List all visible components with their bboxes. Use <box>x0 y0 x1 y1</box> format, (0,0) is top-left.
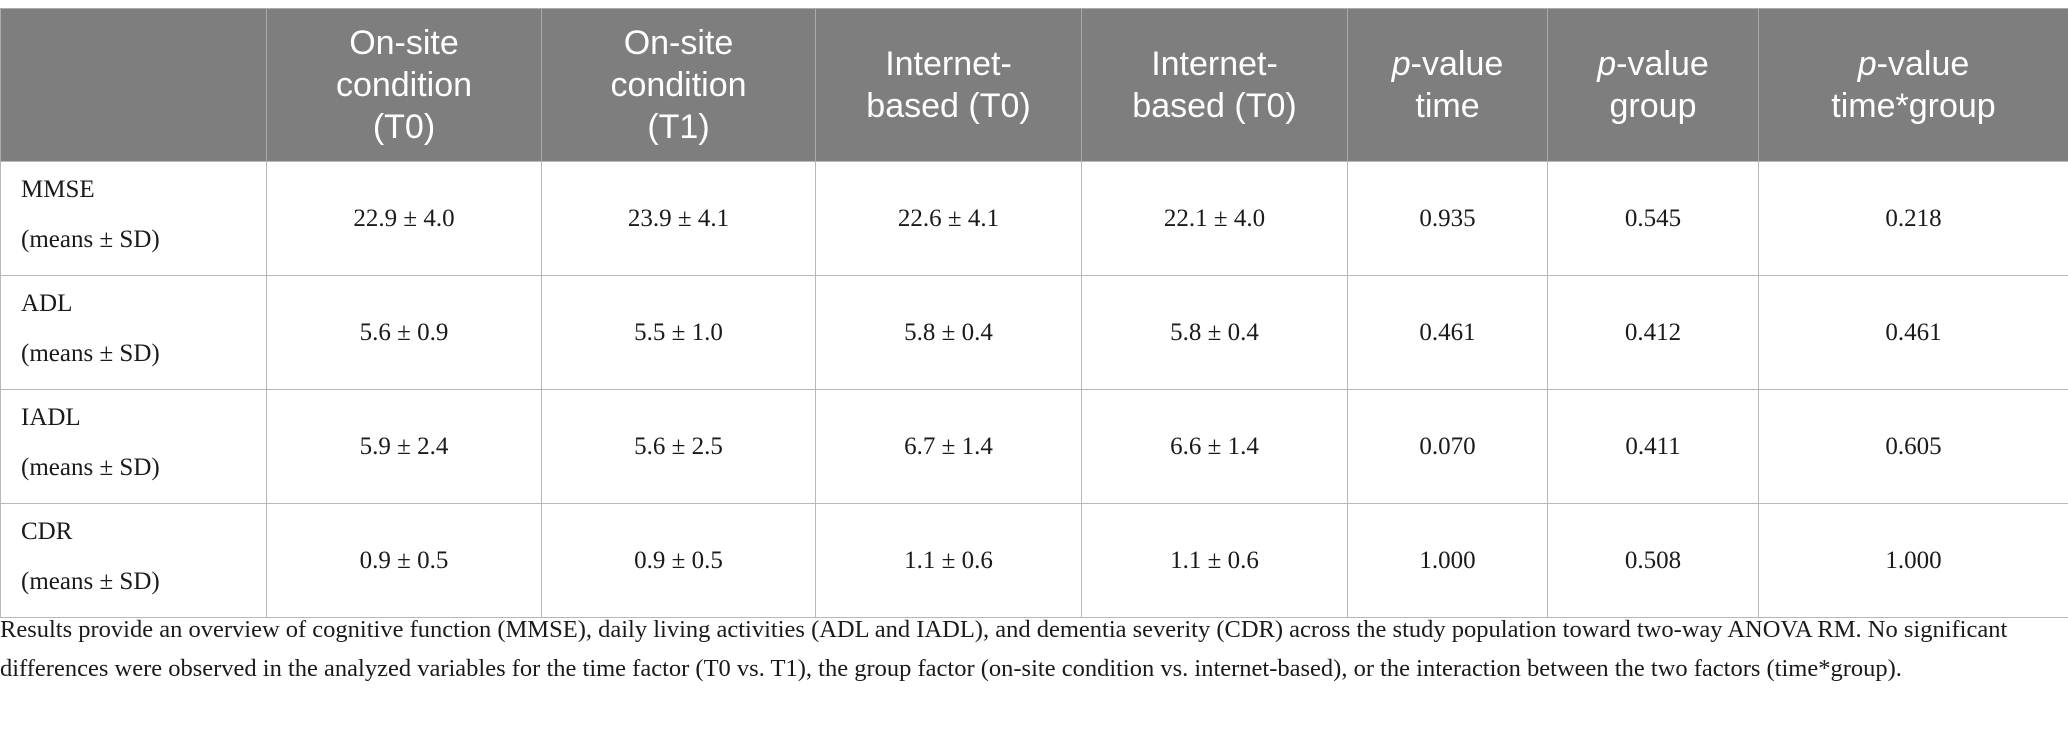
table-cell: 6.6 ± 1.4 <box>1081 389 1348 504</box>
table-cell: 0.545 <box>1547 161 1759 276</box>
row-label: MMSE (means ± SD) <box>0 161 267 276</box>
header-line: (T0) <box>372 108 436 146</box>
row-label: CDR (means ± SD) <box>0 503 267 618</box>
table-cell: 0.218 <box>1758 161 2068 276</box>
row-label: IADL (means ± SD) <box>0 389 267 504</box>
table-cell: 5.9 ± 2.4 <box>266 389 542 504</box>
header-line: -value <box>1876 45 1970 83</box>
row-subtitle: (means ± SD) <box>21 226 160 253</box>
row-subtitle: (means ± SD) <box>21 340 160 367</box>
header-empty-cell <box>0 8 267 162</box>
table-cell: 23.9 ± 4.1 <box>541 161 816 276</box>
header-line: On-site <box>623 24 734 62</box>
table-cell: 22.9 ± 4.0 <box>266 161 542 276</box>
table-body: MMSE (means ± SD) 22.9 ± 4.0 23.9 ± 4.1 … <box>0 161 2068 618</box>
header-line: -value <box>1616 45 1709 83</box>
table-cell: 0.9 ± 0.5 <box>266 503 542 618</box>
table-cell: 5.6 ± 0.9 <box>266 275 542 390</box>
header-p-italic: p <box>1391 45 1411 83</box>
header-pvalue-group: p-value group <box>1547 8 1759 162</box>
table-row-adl: ADL (means ± SD) 5.6 ± 0.9 5.5 ± 1.0 5.8… <box>0 275 2068 390</box>
header-line: time*group <box>1831 87 1996 125</box>
header-onsite-t1: On-site condition (T1) <box>541 8 816 162</box>
table-row-mmse: MMSE (means ± SD) 22.9 ± 4.0 23.9 ± 4.1 … <box>0 161 2068 276</box>
table-cell: 1.1 ± 0.6 <box>1081 503 1348 618</box>
table-cell: 0.935 <box>1347 161 1548 276</box>
header-line: based (T0) <box>1132 87 1297 125</box>
table-cell: 0.411 <box>1547 389 1759 504</box>
header-onsite-t0: On-site condition (T0) <box>266 8 542 162</box>
table-cell: 1.1 ± 0.6 <box>815 503 1082 618</box>
header-line: based (T0) <box>866 87 1031 125</box>
row-label: ADL (means ± SD) <box>0 275 267 390</box>
header-line: Internet- <box>1151 45 1278 83</box>
table-cell: 0.461 <box>1758 275 2068 390</box>
table-cell: 5.5 ± 1.0 <box>541 275 816 390</box>
table-cell: 22.1 ± 4.0 <box>1081 161 1348 276</box>
table-cell: 0.605 <box>1758 389 2068 504</box>
results-table: On-site condition (T0) On-site condition… <box>0 8 2068 618</box>
header-line: (T1) <box>647 108 710 146</box>
header-pvalue-time-group: p-value time*group <box>1758 8 2068 162</box>
header-internet-t0-a: Internet- based (T0) <box>815 8 1082 162</box>
table-cell: 5.6 ± 2.5 <box>541 389 816 504</box>
table-cell: 6.7 ± 1.4 <box>815 389 1082 504</box>
table-caption: Results provide an overview of cognitive… <box>0 616 2008 682</box>
header-line: condition <box>610 66 747 104</box>
table-cell: 0.461 <box>1347 275 1548 390</box>
table-cell: 1.000 <box>1758 503 2068 618</box>
header-pvalue-time: p-value time <box>1347 8 1548 162</box>
header-p-italic: p <box>1597 45 1617 83</box>
row-subtitle: (means ± SD) <box>21 454 160 481</box>
table-row-iadl: IADL (means ± SD) 5.9 ± 2.4 5.6 ± 2.5 6.… <box>0 389 2068 504</box>
header-internet-t0-b: Internet- based (T0) <box>1081 8 1348 162</box>
table-cell: 0.9 ± 0.5 <box>541 503 816 618</box>
header-line: condition <box>335 66 473 104</box>
header-line: time <box>1415 87 1480 125</box>
row-name: MMSE <box>21 176 95 203</box>
table-cell: 0.412 <box>1547 275 1759 390</box>
table-cell: 5.8 ± 0.4 <box>815 275 1082 390</box>
row-name: IADL <box>21 404 81 431</box>
table-cell: 1.000 <box>1347 503 1548 618</box>
table-cell: 22.6 ± 4.1 <box>815 161 1082 276</box>
row-name: ADL <box>21 290 73 317</box>
table-cell: 0.508 <box>1547 503 1759 618</box>
row-name: CDR <box>21 518 73 545</box>
header-line: On-site <box>349 24 459 62</box>
table-header: On-site condition (T0) On-site condition… <box>0 8 2068 162</box>
table-row-cdr: CDR (means ± SD) 0.9 ± 0.5 0.9 ± 0.5 1.1… <box>0 503 2068 618</box>
header-row: On-site condition (T0) On-site condition… <box>0 8 2068 162</box>
header-line: Internet- <box>885 45 1012 83</box>
row-subtitle: (means ± SD) <box>21 568 160 595</box>
table-cell: 5.8 ± 0.4 <box>1081 275 1348 390</box>
table-cell: 0.070 <box>1347 389 1548 504</box>
header-line: -value <box>1410 45 1504 83</box>
header-line: group <box>1609 87 1697 125</box>
results-table-container: On-site condition (T0) On-site condition… <box>0 8 2068 618</box>
header-p-italic: p <box>1857 45 1877 83</box>
